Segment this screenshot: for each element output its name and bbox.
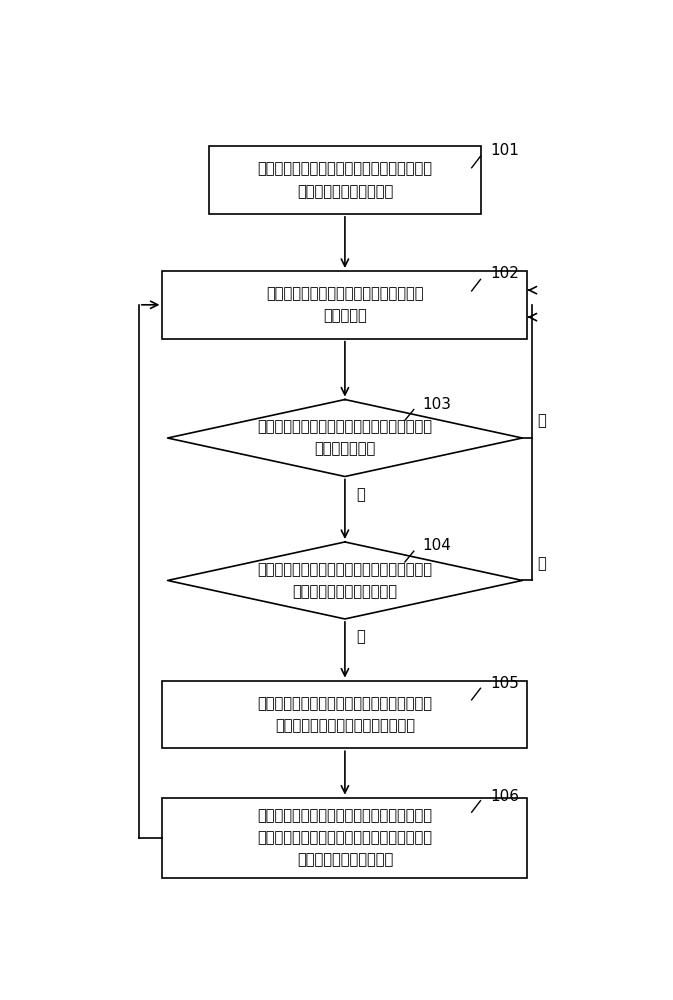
Text: 101: 101 xyxy=(490,143,519,158)
Text: 判断该段时间范围内的实时采样电压波动幅度
是否保持在第二阈值范围内: 判断该段时间范围内的实时采样电压波动幅度 是否保持在第二阈值范围内 xyxy=(257,562,433,599)
Text: 否: 否 xyxy=(537,414,546,429)
FancyBboxPatch shape xyxy=(209,146,481,214)
Text: 106: 106 xyxy=(490,789,519,804)
Text: 105: 105 xyxy=(490,676,519,691)
Text: 是: 是 xyxy=(356,487,365,502)
FancyBboxPatch shape xyxy=(162,681,528,748)
Text: 104: 104 xyxy=(422,538,451,553)
Text: 以第一位置偏移量和更新后第一位置偏移量对
应的电压与第二位置偏移量和对应电压重新生
成位置传感器的特性曲线: 以第一位置偏移量和更新后第一位置偏移量对 应的电压与第二位置偏移量和对应电压重新… xyxy=(257,808,433,867)
Text: 否: 否 xyxy=(537,556,546,571)
Text: 102: 102 xyxy=(490,266,519,282)
FancyBboxPatch shape xyxy=(162,271,528,339)
Text: 初始化第一位置偏移量和第二位置偏移量在特
性曲线上各自对应的电压: 初始化第一位置偏移量和第二位置偏移量在特 性曲线上各自对应的电压 xyxy=(257,161,433,199)
FancyBboxPatch shape xyxy=(162,798,528,878)
Text: 判断一定时间范围内实时采样电压是否保持在
第一阈值范围内: 判断一定时间范围内实时采样电压是否保持在 第一阈值范围内 xyxy=(257,419,433,457)
Text: 将特性曲线中第一位置偏移量对应的电压更新
为该时间范围内的实时采样电压均值: 将特性曲线中第一位置偏移量对应的电压更新 为该时间范围内的实时采样电压均值 xyxy=(257,696,433,733)
Text: 103: 103 xyxy=(422,397,451,412)
Text: 是: 是 xyxy=(356,629,365,644)
Text: 对位置传感器输出的实时电压进行采样，
并进行滤波: 对位置传感器输出的实时电压进行采样， 并进行滤波 xyxy=(266,286,424,323)
